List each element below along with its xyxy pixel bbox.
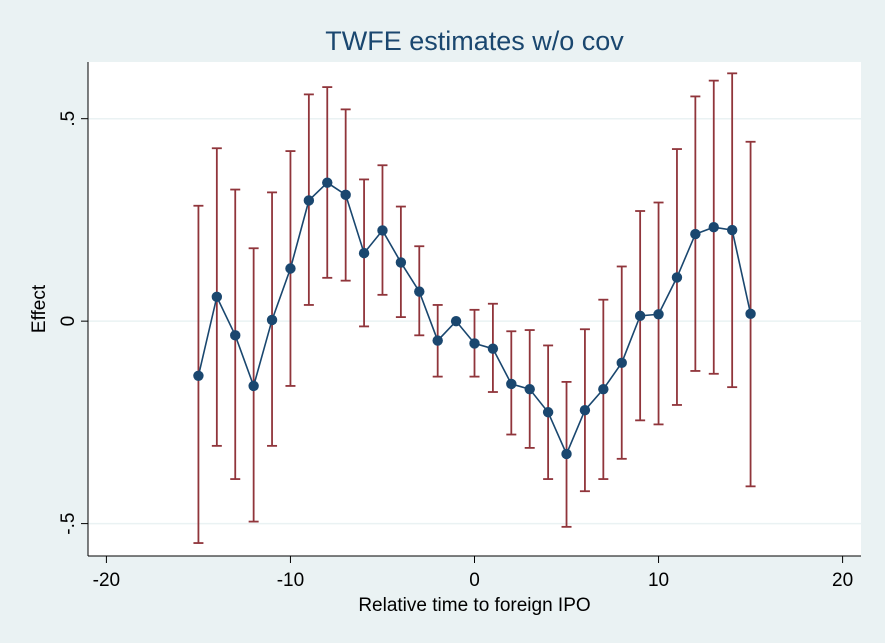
x-tick-label: 20 [832,570,853,591]
data-point [469,338,480,349]
axes: -20 -10 0 10 20 -.5 0 .5 [58,62,861,591]
x-tick-label: -20 [93,570,120,591]
y-tick-label: .5 [58,111,79,127]
data-point [745,308,756,320]
data-point [193,370,204,382]
data-point [211,291,223,303]
x-tick-label: -10 [277,570,304,591]
x-axis-label: Relative time to foreign IPO [358,595,590,616]
y-tick-label: -.5 [58,513,79,535]
data-point [395,257,407,268]
data-point [708,222,719,233]
data-point [506,378,517,390]
chart-title: TWFE estimates w/o cov [325,26,624,56]
data-point [524,383,535,395]
data-point [414,286,425,297]
data-point [634,310,646,322]
data-point [579,405,591,416]
x-tick-label: 10 [648,570,669,591]
data-point [432,335,443,346]
x-tick-label: 0 [469,570,480,591]
data-point [322,177,333,188]
data-point [266,314,278,326]
data-point [340,189,351,201]
data-point [616,357,627,369]
data-point [303,195,315,206]
data-point [487,343,499,354]
data-point [561,448,572,460]
data-point [690,228,701,240]
data-point [671,272,683,283]
y-tick-label: 0 [58,316,79,327]
data-point [726,224,738,236]
y-axis-label: Effect [29,284,50,333]
data-point [450,315,462,327]
data-point [653,309,664,320]
data-point [248,380,259,392]
markers [193,177,756,460]
data-point [542,407,554,418]
data-point [358,247,370,259]
data-point [598,383,609,395]
data-point [377,225,388,236]
data-point [230,330,241,341]
data-point [285,263,296,274]
